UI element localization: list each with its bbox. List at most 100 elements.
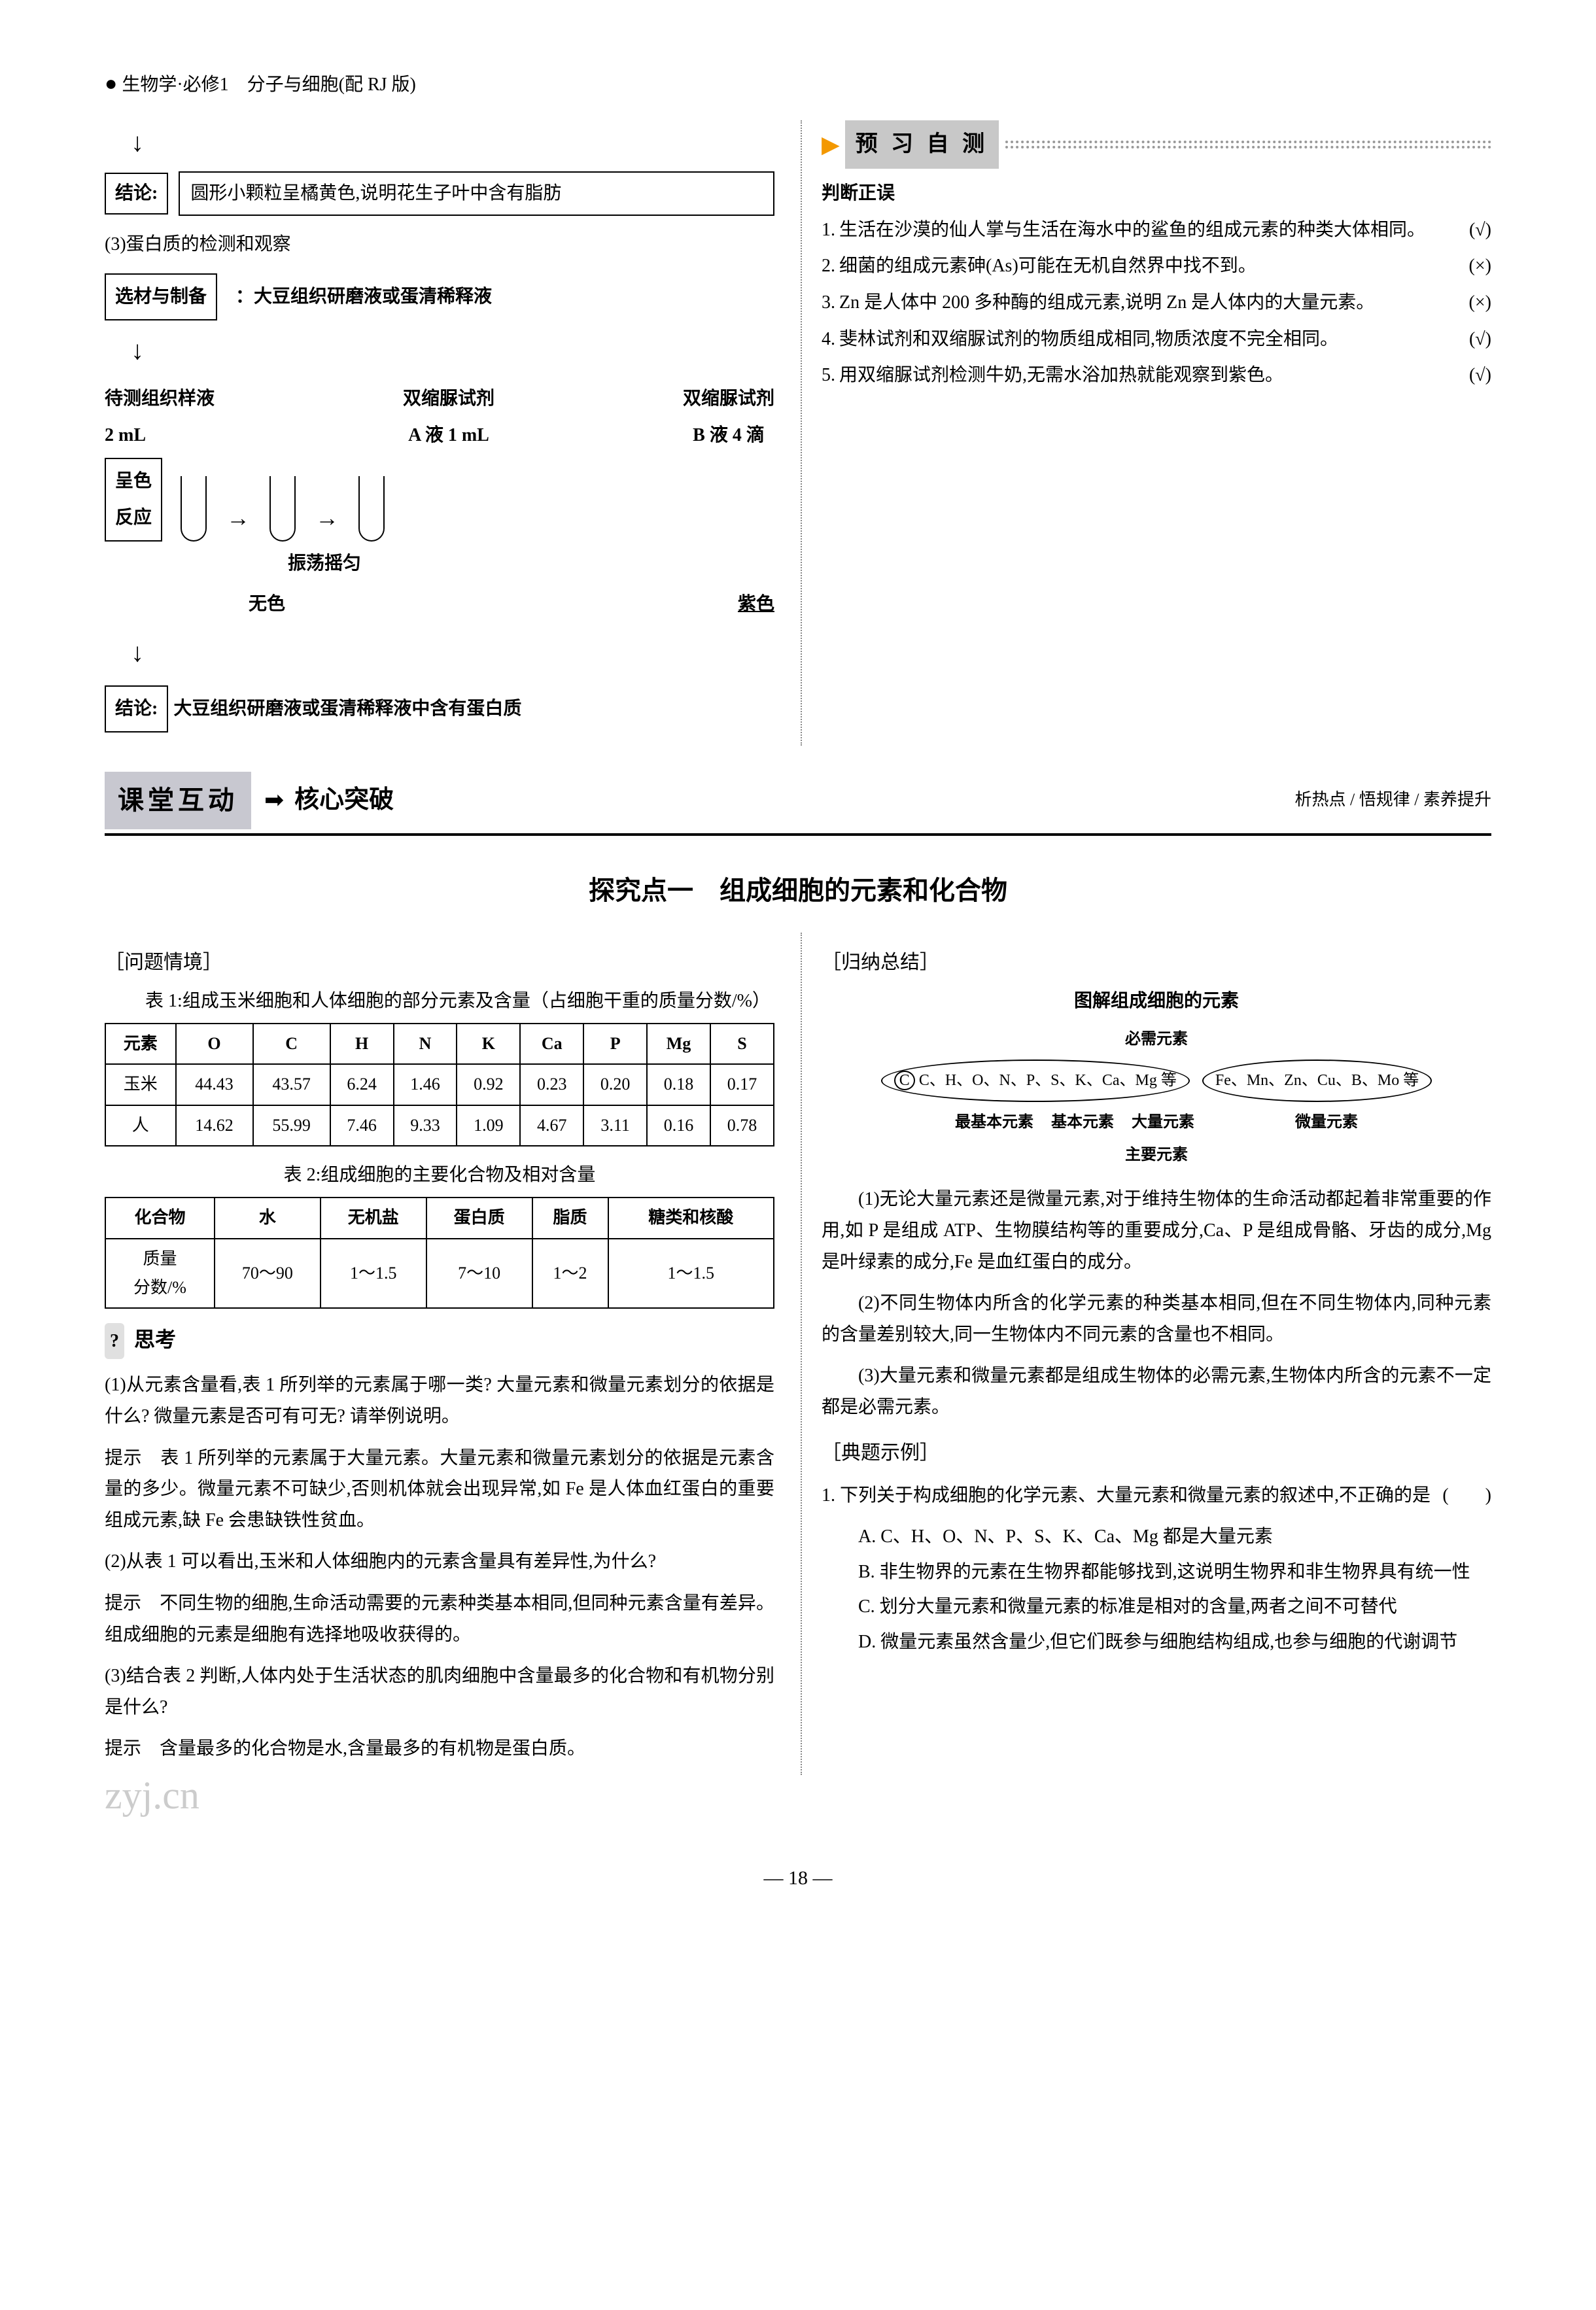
section-bar-right: 析热点 / 悟规律 / 素养提升 [1295,785,1491,814]
dots-row [1005,141,1491,148]
problem-column: ［问题情境］ 表 1:组成玉米细胞和人体细胞的部分元素及含量（占细胞干重的质量分… [105,933,774,1775]
arrow-r1: → [226,494,250,542]
table-2: 化合物 水 无机盐 蛋白质 脂质 糖类和核酸 质量 分数/% 70～90 1～1… [105,1197,774,1309]
th: N [394,1024,457,1064]
section-bar: 课堂互动 ➡ 核心突破 析热点 / 悟规律 / 素养提升 [105,772,1491,836]
judge-item: 3.Zn 是人体中 200 多种酶的组成元素,说明 Zn 是人体内的大量元素。(… [822,287,1491,319]
tube-3 [358,476,385,542]
th: 水 [215,1198,321,1238]
th: S [710,1024,774,1064]
explore-title: 探究点一 组成细胞的元素和化合物 [105,869,1491,913]
purple: 紫色 [738,586,774,623]
th: K [457,1024,520,1064]
th: C [253,1024,330,1064]
judge-item: 1.生活在沙漠的仙人掌与生活在海水中的鲨鱼的组成元素的种类大体相同。(√) [822,215,1491,246]
l4: 微量元素 [1295,1109,1358,1136]
l3: 大量元素 [1132,1109,1194,1136]
th: 蛋白质 [426,1198,532,1238]
example-stem: 1. 下列关于构成细胞的化学元素、大量元素和微量元素的叙述中,不正确的是 ( ) [822,1480,1491,1511]
paren: ( ) [1442,1480,1491,1511]
th: 脂质 [532,1198,608,1238]
element-diagram: 必需元素 C C、H、O、N、P、S、K、Ca、Mg 等 Fe、Mn、Zn、Cu… [822,1023,1491,1171]
p3: (3)大量元素和微量元素都是组成生物体的必需元素,生物体内所含的元素不一定都是必… [822,1360,1491,1422]
td: 1.46 [394,1064,457,1105]
left-elements: C、H、O、N、P、S、K、Ca、Mg 等 [919,1072,1177,1089]
td: 44.43 [176,1064,253,1105]
header-text: 生物学·必修1 分子与细胞(配 RJ 版) [122,75,416,95]
td: 4.67 [520,1105,583,1146]
th: 糖类和核酸 [608,1198,774,1238]
td: 0.92 [457,1064,520,1105]
td: 玉米 [105,1064,176,1105]
conclusion-label: 结论: [105,173,168,215]
td: 43.57 [253,1064,330,1105]
td: 1～1.5 [608,1239,774,1308]
subtitle-3: (3)蛋白质的检测和观察 [105,229,774,260]
td: 0.23 [520,1064,583,1105]
td: 55.99 [253,1105,330,1146]
left-column: ↓ 结论: 圆形小颗粒呈橘黄色,说明花生子叶中含有脂肪 (3)蛋白质的检测和观察… [105,120,774,745]
example-heading: ［典题示例］ [822,1436,1491,1470]
reagent-b: 双缩脲试剂 B 液 4 滴 [683,381,774,454]
conclusion-1: 圆形小颗粒呈橘黄色,说明花生子叶中含有脂肪 [179,171,774,216]
l5: 主要元素 [1125,1142,1188,1169]
colorless: 无色 [249,586,285,623]
td: 0.78 [710,1105,774,1146]
td: 7.46 [330,1105,394,1146]
judge-item: 5.用双缩脲试剂检测牛奶,无需水浴加热就能观察到紫色。(√) [822,360,1491,391]
a1: 提示 表 1 所列举的元素属于大量元素。大量元素和微量元素划分的依据是元素含量的… [105,1443,774,1536]
summary-heading: ［归纳总结］ [822,946,1491,979]
page-header: ● 生物学·必修1 分子与细胞(配 RJ 版) [105,65,1491,101]
conclusion-1-text: 圆形小颗粒呈橘黄色,说明花生子叶中含有脂肪 [190,183,561,203]
th: 元素 [105,1024,176,1064]
td: 6.24 [330,1064,394,1105]
tube-2 [269,476,296,542]
table2-caption: 表 2:组成细胞的主要化合物及相对含量 [105,1160,774,1191]
option-b: B. 非生物界的元素在生物界都能够找到,这说明生物界和非生物界具有统一性 [858,1557,1491,1588]
protein-flow: 选材与制备 ：大豆组织研磨液或蛋清稀释液 ↓ 待测组织样液 2 mL 双缩脲试剂… [105,273,774,733]
th: 无机盐 [321,1198,426,1238]
sample-label: 待测组织样液 2 mL [105,381,215,454]
arrow-r2: → [315,494,339,542]
td: 人 [105,1105,176,1146]
th: Mg [647,1024,710,1064]
flow-arrow: ↓ [131,120,774,165]
td: 0.18 [647,1064,710,1105]
td: 1.09 [457,1105,520,1146]
td: 0.16 [647,1105,710,1146]
a3: 提示 含量最多的化合物是水,含量最多的有机物是蛋白质。 [105,1733,774,1765]
section-bar-box: 课堂互动 [105,772,251,829]
td: 14.62 [176,1105,253,1146]
conclusion-label-2: 结论: [105,685,168,733]
stem-text: 1. 下列关于构成细胞的化学元素、大量元素和微量元素的叙述中,不正确的是 [822,1485,1431,1506]
flow-arrow-3: ↓ [131,627,774,679]
prep-text: ：大豆组织研磨液或蛋清稀释液 [235,279,492,315]
th: 化合物 [105,1198,215,1238]
td: 质量 分数/% [105,1239,215,1308]
th: H [330,1024,394,1064]
preview-arrow-icon: ▶ [822,125,840,165]
td: 1～2 [532,1239,608,1308]
th: Ca [520,1024,583,1064]
conclusion-2: 大豆组织研磨液或蛋清稀释液中含有蛋白质 [173,691,521,727]
flow-arrow-2: ↓ [131,324,774,377]
p2: (2)不同生物体内所含的化学元素的种类基本相同,但在不同生物体内,同种元素的含量… [822,1288,1491,1350]
td: 70～90 [215,1239,321,1308]
option-a: A. C、H、O、N、P、S、K、Ca、Mg 都是大量元素 [858,1521,1491,1553]
judge-item: 4.斐林试剂和双缩脲试剂的物质组成相同,物质浓度不完全相同。(√) [822,324,1491,355]
preview-title: 预 习 自 测 [845,120,999,169]
c-circle: C [894,1071,915,1090]
reflect-badge-icon: ? [105,1323,124,1360]
td: 7～10 [426,1239,532,1308]
reagent-a: 双缩脲试剂 A 液 1 mL [403,381,494,454]
top-label: 必需元素 [1125,1026,1188,1053]
td: 0.17 [710,1064,774,1105]
right-ellipse: Fe、Mn、Zn、Cu、B、Mo 等 [1202,1060,1432,1102]
td: 9.33 [394,1105,457,1146]
reflect-row: ? 思考 [105,1322,774,1360]
p1: (1)无论大量元素还是微量元素,对于维持生物体的生命活动都起着非常重要的作用,如… [822,1184,1491,1277]
table-1: 元素 O C H N K Ca P Mg S 玉米 44.43 43.57 6.… [105,1023,774,1146]
prep-label: 选材与制备 [105,273,217,320]
th: P [583,1024,647,1064]
l1: 最基本元素 [955,1109,1033,1136]
